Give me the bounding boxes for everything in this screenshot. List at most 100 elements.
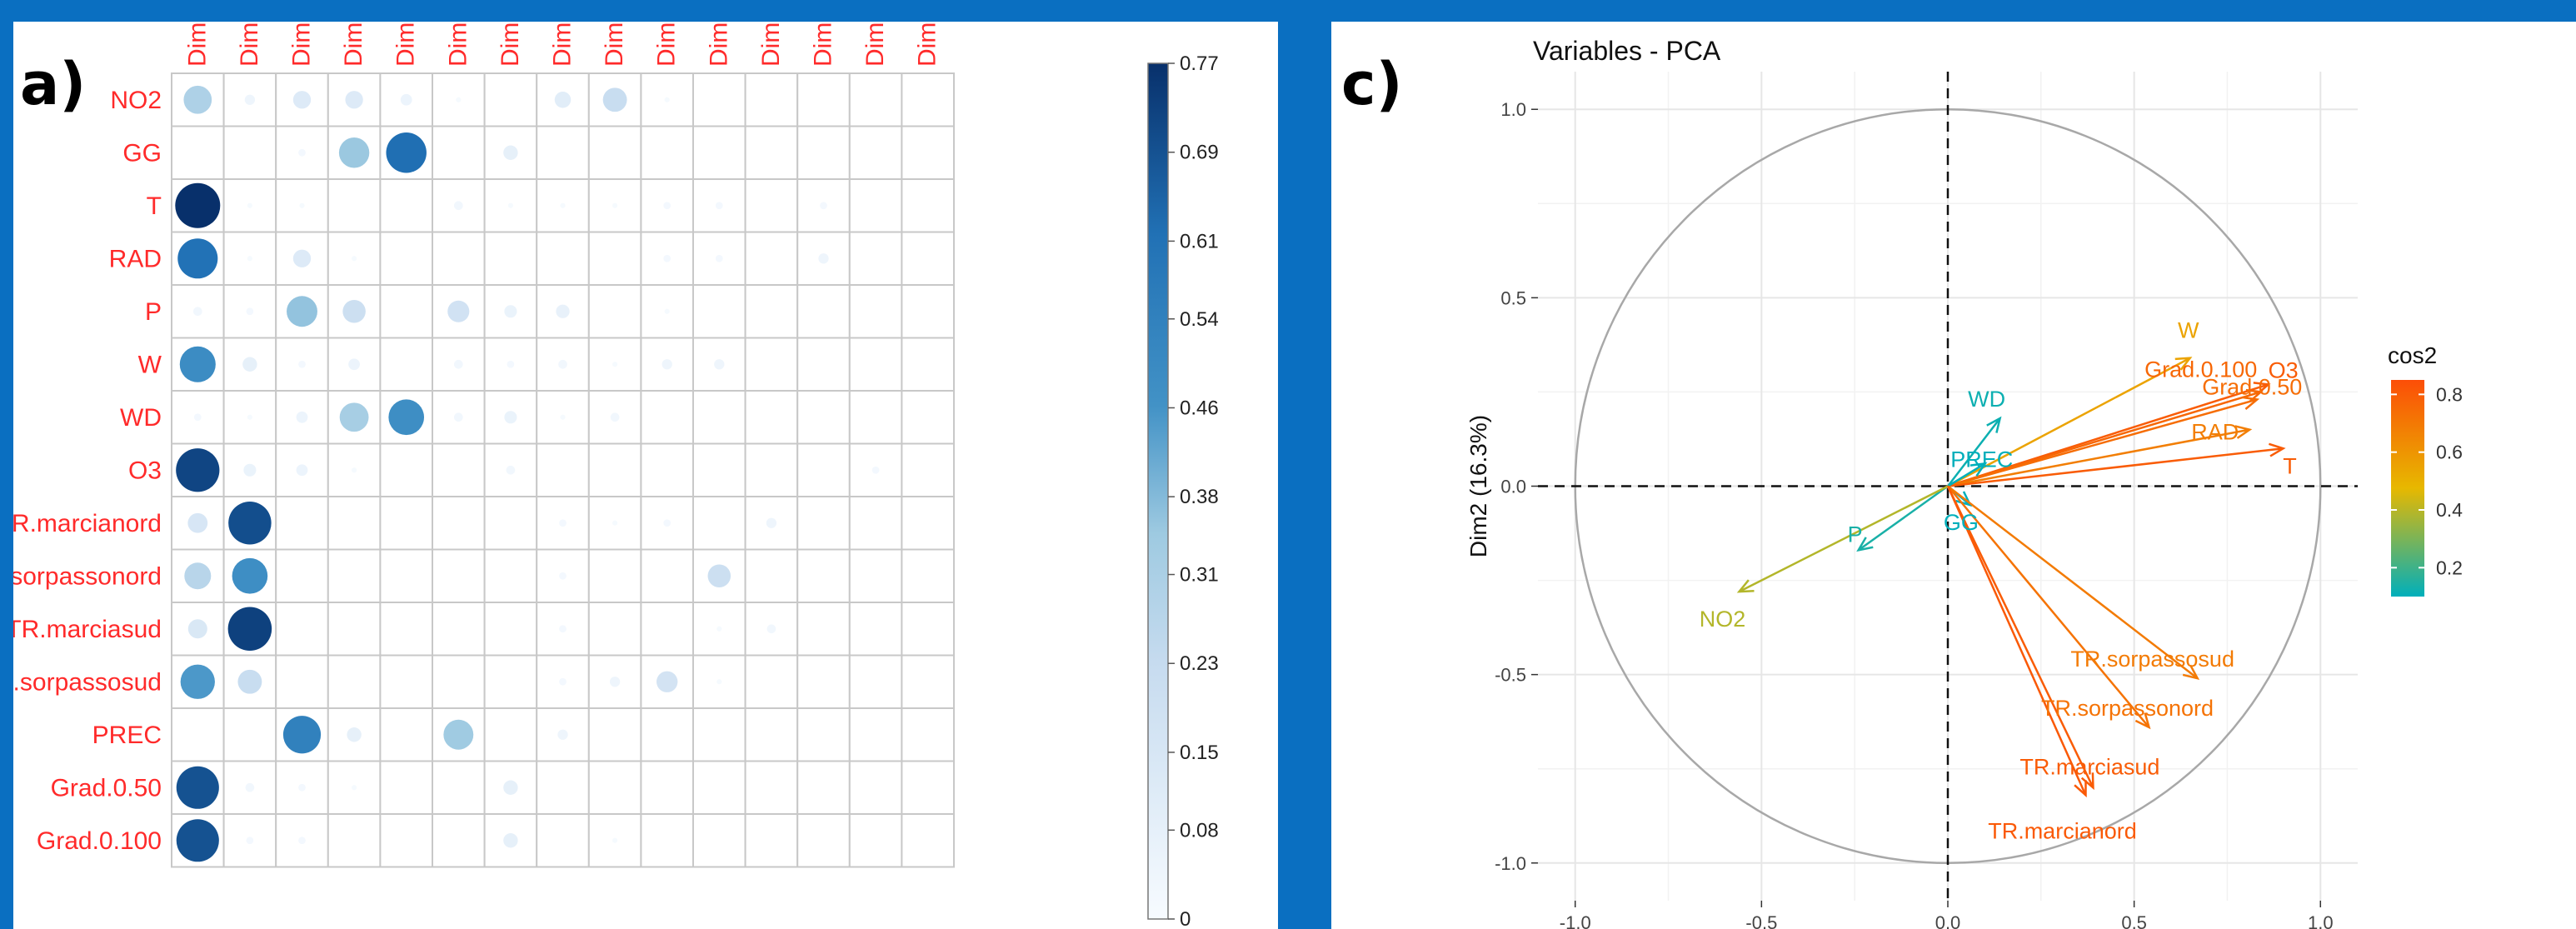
value-circle: [507, 360, 515, 368]
value-circle: [298, 837, 306, 845]
value-circle: [352, 256, 357, 262]
variable-arrows: [1736, 357, 2286, 798]
legend-tick-label: 0.4: [2436, 499, 2463, 521]
grid-cell: [848, 654, 903, 709]
value-circle: [176, 448, 220, 492]
grid-cell: [379, 337, 433, 392]
variable-label: WD: [1968, 387, 2005, 412]
variable-arrow-line: [1946, 485, 2094, 788]
value-circle: [558, 359, 567, 369]
grid-cell: [432, 496, 486, 551]
cos2-colorbar: [2391, 380, 2424, 597]
value-circle: [298, 783, 306, 792]
variable-arrow-line: [1947, 485, 2199, 680]
colorbar-tick-label: 0.61: [1180, 230, 1219, 252]
grid-cell: [796, 284, 851, 339]
value-circle: [244, 94, 256, 105]
value-circle: [292, 249, 312, 267]
variable-label: TR.sorpassosud: [2070, 647, 2234, 672]
value-circle: [559, 572, 567, 580]
grid-cell: [744, 548, 799, 603]
grid-cell: [536, 442, 590, 497]
grid-cell: [327, 548, 382, 603]
grid-cell: [848, 231, 903, 286]
value-circle: [232, 557, 268, 594]
grid-cell: [432, 760, 486, 815]
grid-cell: [432, 125, 486, 180]
variable-arrow-head: [2182, 664, 2200, 681]
grid-cell: [848, 284, 903, 339]
grid-cell: [901, 496, 956, 551]
column-label: Dim.2: [236, 22, 263, 67]
grid-cell: [587, 760, 642, 815]
grid-cell: [379, 813, 433, 868]
column-label: Dim.10: [653, 22, 681, 67]
grid-cell: [432, 813, 486, 868]
value-circle: [339, 402, 369, 432]
grid-cell: [901, 442, 956, 497]
colorbar-tick-label: 0.69: [1180, 142, 1219, 164]
grid-cell: [796, 654, 851, 709]
row-label: PREC: [92, 722, 162, 749]
value-circle: [193, 413, 202, 422]
grid-cell: [379, 707, 433, 762]
grid-cell: [848, 72, 903, 127]
grid-cell: [587, 707, 642, 762]
row-label: W: [138, 351, 162, 378]
y-tick-label: 1.0: [1500, 99, 1526, 120]
grid-cell: [692, 72, 746, 127]
grid-cell: [587, 125, 642, 180]
row-label: TR.marciasud: [13, 616, 162, 643]
grid-cell: [640, 707, 695, 762]
grid-cell: [796, 442, 851, 497]
value-circle: [296, 464, 308, 477]
variable-label: T: [2283, 453, 2297, 478]
colorbar-tick-label: 0.77: [1180, 52, 1219, 75]
column-label: Dim.3: [288, 22, 316, 67]
variable-label: RAD: [2191, 420, 2239, 445]
y-tick-label: 0.5: [1500, 287, 1526, 308]
value-circle: [352, 467, 357, 473]
grid-cell: [848, 707, 903, 762]
value-circle: [386, 132, 427, 173]
legend-tick-label: 0.2: [2436, 557, 2463, 578]
grid-cell: [796, 813, 851, 868]
grid-cell: [275, 548, 329, 603]
grid-cell: [692, 496, 746, 551]
grid-cell: [692, 442, 746, 497]
legend-tick-label: 0.6: [2436, 442, 2463, 463]
grid-cell: [379, 760, 433, 815]
value-circle: [707, 564, 731, 588]
column-label: Dim.1: [183, 22, 211, 67]
value-circle: [602, 87, 627, 112]
grid-cell: [901, 760, 956, 815]
column-label: Dim.11: [705, 22, 732, 67]
value-circle: [610, 412, 620, 422]
grid-cell: [275, 602, 329, 657]
value-circle: [187, 619, 207, 639]
grid-cell: [901, 707, 956, 762]
row-label: Grad.0.50: [51, 774, 162, 802]
grid-cell: [692, 760, 746, 815]
grid-cell: [796, 125, 851, 180]
grid-cell: [379, 602, 433, 657]
colorbar-tick-label: 0.31: [1180, 564, 1219, 587]
value-circle: [177, 238, 218, 279]
x-tick-label: 0.0: [1935, 912, 1961, 929]
variable-label: TR.marcianord: [1988, 818, 2137, 843]
row-label: GG: [122, 139, 162, 167]
value-circle: [503, 780, 518, 795]
value-circle: [656, 671, 678, 692]
grid-cell: [744, 72, 799, 127]
colorbar-tick-label: 0.23: [1180, 652, 1219, 675]
variable-arrow-head: [2174, 357, 2193, 371]
grid-cell: [796, 337, 851, 392]
row-label: TR.sorpassosud: [13, 668, 162, 696]
grid-cell: [744, 813, 799, 868]
column-label: Dim.13: [810, 22, 837, 67]
value-circle: [287, 296, 317, 327]
value-circle: [176, 766, 219, 809]
grid-cell: [848, 390, 903, 445]
grid-cell: [901, 390, 956, 445]
variable-label: NO2: [1700, 607, 1746, 632]
